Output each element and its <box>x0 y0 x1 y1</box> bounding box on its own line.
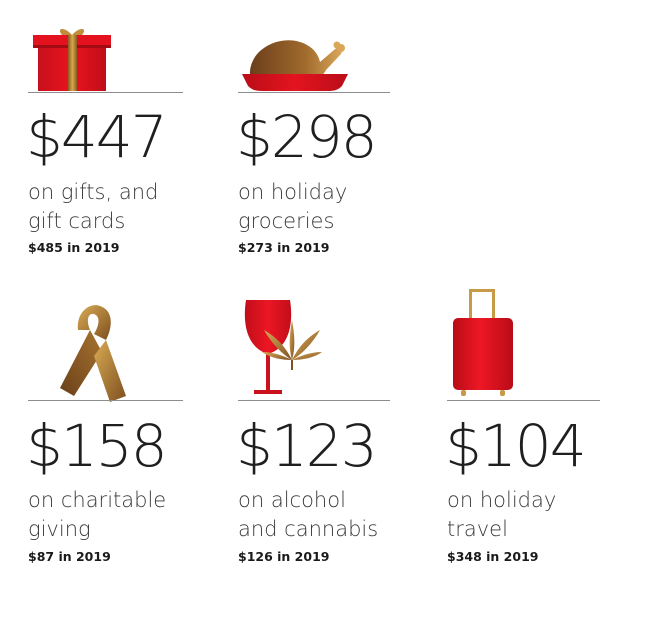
divider-line <box>28 92 183 93</box>
amount: $158 <box>26 412 168 480</box>
prior-year-value: $348 in 2019 <box>447 549 539 564</box>
amount: $447 <box>26 103 168 171</box>
label-line-2: gift cards <box>28 209 126 233</box>
label-line-2: giving <box>28 517 91 541</box>
amount: $123 <box>236 412 378 480</box>
divider-line <box>238 400 390 401</box>
label-line-1: on gifts, and <box>28 180 159 204</box>
label-line-1: on alcohol <box>238 488 346 512</box>
divider-line <box>28 400 183 401</box>
divider-line <box>238 92 390 93</box>
roast-turkey-icon <box>238 30 398 100</box>
prior-year-value: $485 in 2019 <box>28 240 120 255</box>
amount: $298 <box>236 103 378 171</box>
ribbon-icon <box>56 300 136 405</box>
wine-cannabis-icon <box>238 296 328 402</box>
prior-year-value: $87 in 2019 <box>28 549 111 564</box>
divider-line <box>447 400 600 401</box>
label-line-2: groceries <box>238 209 335 233</box>
amount: $104 <box>445 412 587 480</box>
prior-year-value: $126 in 2019 <box>238 549 330 564</box>
label-line-2: travel <box>447 517 508 541</box>
label-line-1: on holiday <box>447 488 557 512</box>
label-line-1: on charitable <box>28 488 167 512</box>
gift-icon <box>28 22 188 92</box>
label-line-1: on holiday <box>238 180 348 204</box>
suitcase-icon <box>449 288 519 400</box>
prior-year-value: $273 in 2019 <box>238 240 330 255</box>
label-line-2: and cannabis <box>238 517 379 541</box>
